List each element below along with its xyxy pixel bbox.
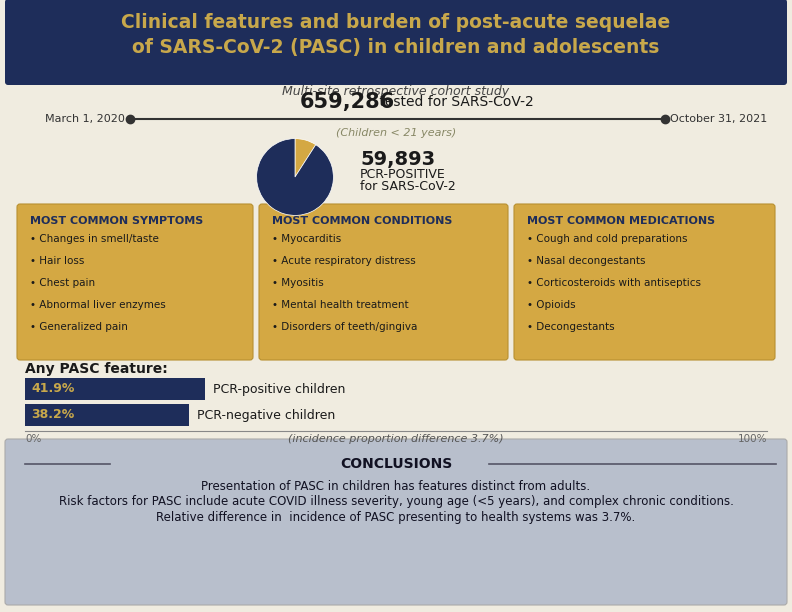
Text: PCR-negative children: PCR-negative children [197, 408, 336, 422]
Text: 100%: 100% [737, 434, 767, 444]
Text: • Chest pain: • Chest pain [30, 278, 95, 288]
Text: • Abnormal liver enzymes: • Abnormal liver enzymes [30, 300, 166, 310]
Text: March 1, 2020: March 1, 2020 [45, 114, 125, 124]
Text: Presentation of PASC in children has features distinct from adults.: Presentation of PASC in children has fea… [201, 479, 591, 493]
Text: CONCLUSIONS: CONCLUSIONS [340, 457, 452, 471]
Text: • Corticosteroids with antiseptics: • Corticosteroids with antiseptics [527, 278, 701, 288]
Text: 41.9%: 41.9% [31, 382, 74, 395]
Text: Relative difference in  incidence of PASC presenting to health systems was 3.7%.: Relative difference in incidence of PASC… [156, 512, 636, 524]
Text: • Changes in smell/taste: • Changes in smell/taste [30, 234, 159, 244]
FancyBboxPatch shape [25, 404, 189, 426]
Text: • Nasal decongestants: • Nasal decongestants [527, 256, 645, 266]
Text: 38.2%: 38.2% [31, 408, 74, 422]
Text: Multi-site retrospective cohort study: Multi-site retrospective cohort study [283, 86, 509, 99]
Text: MOST COMMON SYMPTOMS: MOST COMMON SYMPTOMS [30, 216, 204, 226]
Text: (incidence proportion difference 3.7%): (incidence proportion difference 3.7%) [288, 434, 504, 444]
Text: • Hair loss: • Hair loss [30, 256, 85, 266]
Text: Risk factors for PASC include acute COVID illness severity, young age (<5 years): Risk factors for PASC include acute COVI… [59, 496, 733, 509]
Text: • Acute respiratory distress: • Acute respiratory distress [272, 256, 416, 266]
FancyBboxPatch shape [259, 204, 508, 360]
Text: MOST COMMON CONDITIONS: MOST COMMON CONDITIONS [272, 216, 452, 226]
FancyBboxPatch shape [5, 439, 787, 605]
Text: for SARS-CoV-2: for SARS-CoV-2 [360, 181, 455, 193]
Text: MOST COMMON MEDICATIONS: MOST COMMON MEDICATIONS [527, 216, 715, 226]
Text: Clinical features and burden of post-acute sequelae: Clinical features and burden of post-acu… [121, 12, 671, 31]
FancyBboxPatch shape [17, 204, 253, 360]
Text: • Cough and cold preparations: • Cough and cold preparations [527, 234, 687, 244]
Wedge shape [257, 138, 333, 215]
Text: 59,893: 59,893 [360, 149, 435, 168]
FancyBboxPatch shape [514, 204, 775, 360]
Text: • Disorders of teeth/gingiva: • Disorders of teeth/gingiva [272, 322, 417, 332]
Text: • Mental health treatment: • Mental health treatment [272, 300, 409, 310]
Text: • Myositis: • Myositis [272, 278, 324, 288]
Text: PCR-POSITIVE: PCR-POSITIVE [360, 168, 446, 181]
FancyBboxPatch shape [25, 378, 205, 400]
Text: • Decongestants: • Decongestants [527, 322, 615, 332]
Text: PCR-positive children: PCR-positive children [213, 382, 345, 395]
Text: • Myocarditis: • Myocarditis [272, 234, 341, 244]
Text: 9.1%: 9.1% [272, 176, 306, 188]
Text: tested for SARS-CoV-2: tested for SARS-CoV-2 [375, 95, 534, 109]
Text: October 31, 2021: October 31, 2021 [670, 114, 767, 124]
Text: • Opioids: • Opioids [527, 300, 576, 310]
Text: • Generalized pain: • Generalized pain [30, 322, 128, 332]
Text: of SARS-CoV-2 (PASC) in children and adolescents: of SARS-CoV-2 (PASC) in children and ado… [132, 39, 660, 58]
FancyBboxPatch shape [5, 0, 787, 85]
Text: Any PASC feature:: Any PASC feature: [25, 362, 168, 376]
Wedge shape [295, 138, 316, 177]
Text: (Children < 21 years): (Children < 21 years) [336, 128, 456, 138]
Text: 0%: 0% [25, 434, 41, 444]
Text: 659,286: 659,286 [300, 92, 395, 112]
